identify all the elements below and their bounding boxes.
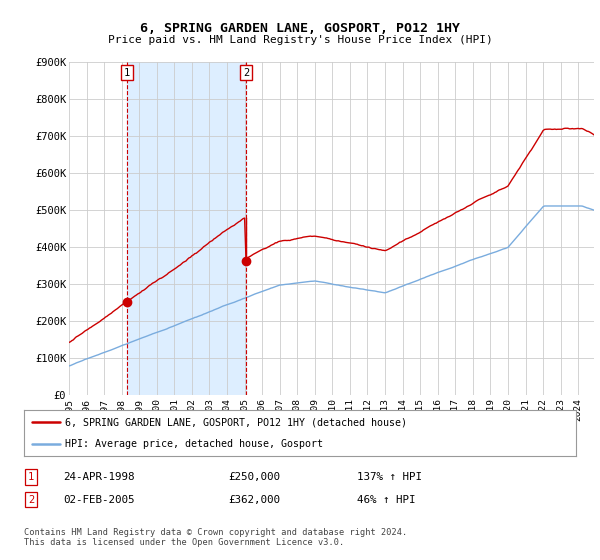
Text: 2: 2	[243, 68, 249, 78]
Text: 2: 2	[28, 494, 34, 505]
Text: 24-APR-1998: 24-APR-1998	[63, 472, 134, 482]
Text: 46% ↑ HPI: 46% ↑ HPI	[357, 494, 415, 505]
Text: 02-FEB-2005: 02-FEB-2005	[63, 494, 134, 505]
Text: Price paid vs. HM Land Registry's House Price Index (HPI): Price paid vs. HM Land Registry's House …	[107, 35, 493, 45]
Text: 6, SPRING GARDEN LANE, GOSPORT, PO12 1HY (detached house): 6, SPRING GARDEN LANE, GOSPORT, PO12 1HY…	[65, 417, 407, 427]
Text: £250,000: £250,000	[228, 472, 280, 482]
Text: HPI: Average price, detached house, Gosport: HPI: Average price, detached house, Gosp…	[65, 440, 323, 450]
Bar	[127, 62, 246, 395]
Text: 6, SPRING GARDEN LANE, GOSPORT, PO12 1HY: 6, SPRING GARDEN LANE, GOSPORT, PO12 1HY	[140, 22, 460, 35]
Text: £362,000: £362,000	[228, 494, 280, 505]
Text: 137% ↑ HPI: 137% ↑ HPI	[357, 472, 422, 482]
Text: 1: 1	[28, 472, 34, 482]
Text: 1: 1	[124, 68, 130, 78]
Text: Contains HM Land Registry data © Crown copyright and database right 2024.
This d: Contains HM Land Registry data © Crown c…	[24, 528, 407, 547]
